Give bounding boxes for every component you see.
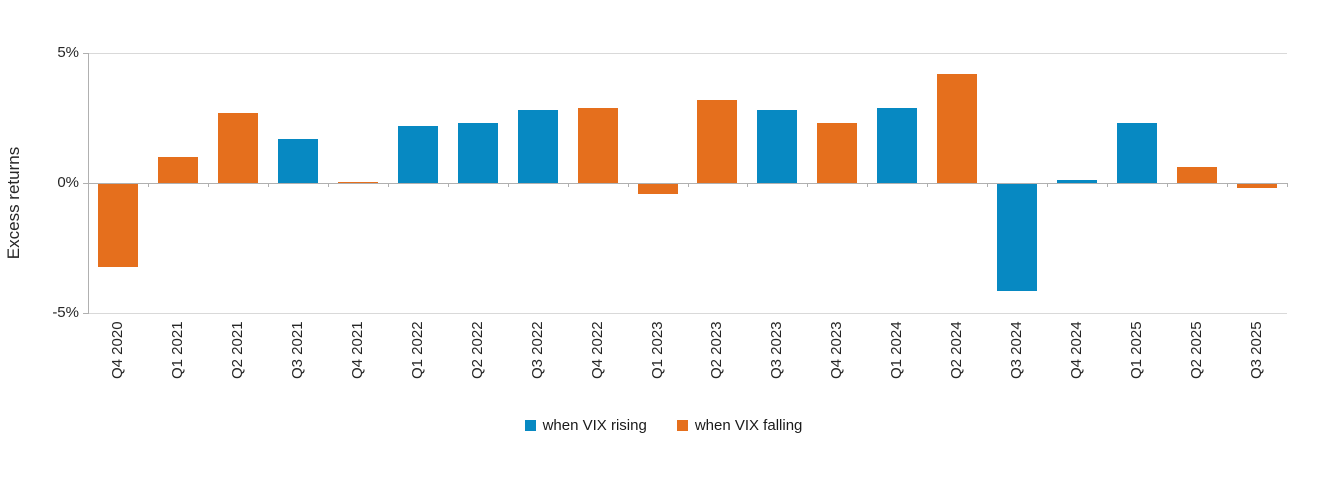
- bar-q1-2024: [877, 107, 918, 183]
- gridline-neg5pct: [88, 313, 1287, 314]
- x-axis-label: Q3 2024: [1008, 321, 1026, 379]
- bar-q3-2023: [757, 110, 798, 183]
- bar-q2-2024: [937, 73, 978, 183]
- category-tick: [88, 183, 89, 187]
- y-axis-tick-5pct: [83, 53, 88, 54]
- bar-q4-2020: [97, 184, 138, 268]
- category-tick: [1287, 183, 1288, 187]
- x-axis-label: Q4 2023: [828, 321, 846, 379]
- bar-q3-2024: [997, 184, 1038, 291]
- bar-q2-2022: [457, 123, 498, 183]
- category-tick: [508, 183, 509, 187]
- legend: when VIX rising when VIX falling: [0, 417, 1327, 434]
- legend-label-rising: when VIX rising: [542, 417, 647, 434]
- y-axis-title: Excess returns: [4, 146, 23, 260]
- x-axis-label: Q2 2024: [948, 321, 966, 379]
- legend-item-vix-rising: when VIX rising: [524, 417, 647, 434]
- category-tick: [927, 183, 928, 187]
- x-axis-label: Q1 2022: [408, 321, 426, 379]
- y-tick-label-neg5pct: -5%: [52, 304, 79, 321]
- x-axis-label: Q3 2025: [1248, 321, 1266, 379]
- gridline-5pct: [88, 53, 1287, 54]
- bar-q1-2025: [1117, 123, 1158, 183]
- legend-swatch-falling: [676, 420, 688, 431]
- x-axis-label: Q2 2022: [468, 321, 486, 379]
- bar-q3-2025: [1237, 184, 1278, 188]
- legend-item-vix-falling: when VIX falling: [676, 417, 803, 434]
- x-axis-label: Q1 2025: [1128, 321, 1146, 379]
- bar-q2-2023: [697, 99, 738, 183]
- y-tick-label-5pct: 5%: [57, 44, 79, 61]
- plot-area: [83, 53, 1288, 314]
- legend-swatch-rising: [524, 420, 536, 431]
- category-tick: [148, 183, 149, 187]
- category-tick: [867, 183, 868, 187]
- category-tick: [688, 183, 689, 187]
- category-tick: [987, 183, 988, 187]
- x-axis-label: Q2 2021: [228, 321, 246, 379]
- y-tick-label-0pct: 0%: [57, 174, 79, 191]
- legend-label-falling: when VIX falling: [694, 417, 803, 434]
- x-axis-label: Q4 2020: [108, 321, 126, 379]
- x-axis-label: Q1 2021: [168, 321, 186, 379]
- bar-q4-2024: [1057, 180, 1098, 183]
- bar-q2-2025: [1177, 167, 1218, 183]
- bar-q2-2021: [217, 112, 258, 183]
- x-axis-label: Q4 2022: [588, 321, 606, 379]
- bar-q4-2021: [337, 181, 378, 183]
- x-axis-label: Q1 2023: [648, 321, 666, 379]
- category-tick: [328, 183, 329, 187]
- bar-q3-2021: [277, 138, 318, 183]
- x-axis-label: Q3 2022: [528, 321, 546, 379]
- bar-q4-2023: [817, 123, 858, 183]
- x-axis-label: Q3 2023: [768, 321, 786, 379]
- bar-q1-2021: [157, 157, 198, 183]
- category-tick: [1107, 183, 1108, 187]
- category-tick: [268, 183, 269, 187]
- bar-q4-2022: [577, 107, 618, 183]
- x-axis-zero-line: [88, 183, 1287, 184]
- bar-q1-2023: [637, 184, 678, 195]
- category-tick: [747, 183, 748, 187]
- x-axis-label: Q4 2024: [1068, 321, 1086, 379]
- x-axis-label: Q3 2021: [288, 321, 306, 379]
- x-axis-label: Q1 2024: [888, 321, 906, 379]
- category-tick: [1047, 183, 1048, 187]
- category-tick: [1227, 183, 1228, 187]
- category-tick: [1167, 183, 1168, 187]
- bar-q1-2022: [397, 125, 438, 183]
- category-tick: [628, 183, 629, 187]
- x-axis-label: Q4 2021: [348, 321, 366, 379]
- category-tick: [568, 183, 569, 187]
- x-axis-label: Q2 2025: [1188, 321, 1206, 379]
- bar-q3-2022: [517, 110, 558, 183]
- category-tick: [807, 183, 808, 187]
- category-tick: [388, 183, 389, 187]
- y-axis-tick-neg5pct: [83, 313, 88, 314]
- x-axis-label: Q2 2023: [708, 321, 726, 379]
- category-tick: [208, 183, 209, 187]
- category-tick: [448, 183, 449, 187]
- y-axis-tick-0pct: [83, 183, 88, 184]
